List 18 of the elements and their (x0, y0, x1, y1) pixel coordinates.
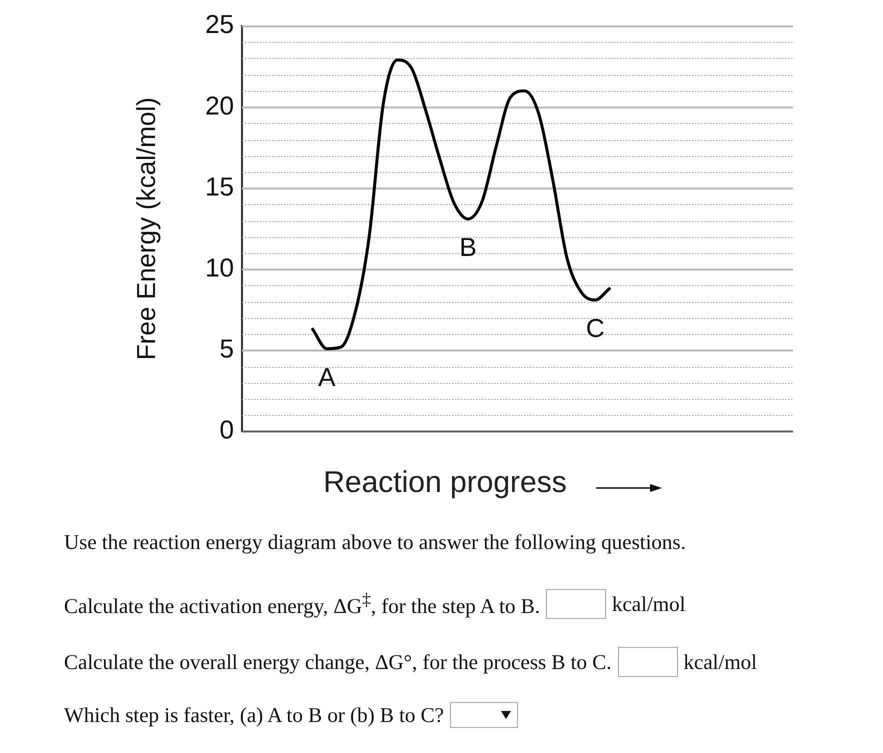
y-tick-label: 10 (205, 252, 234, 282)
text: kcal/mol (612, 592, 686, 616)
data-label: A (318, 362, 336, 392)
line-series (311, 58, 611, 350)
text: Use the reaction energy diagram above to answer the following questions. (64, 530, 686, 555)
y-axis-title: Free Energy (kcal/mol) (130, 97, 161, 360)
text: Calculate the activation energy, ΔG$^{‡}$, for the step A to B. (64, 589, 540, 619)
text: Calculate the overall energy change, ΔG°, for the process B to C. (64, 650, 612, 674)
data-label: C (586, 313, 605, 344)
y-tick-label: 15 (205, 171, 234, 202)
text: kcal/mol (684, 650, 757, 674)
y-tick-label: 20 (205, 90, 234, 120)
y-tick-label: 5 (220, 333, 234, 364)
y-tick-label: 0 (220, 414, 234, 445)
y-tick-label: 25 (205, 9, 234, 40)
data-label: B (459, 232, 477, 262)
text: Which step is faster, (a) A to B or (b) B to C? (64, 702, 444, 728)
x-axis-title: Reaction progress (322, 466, 568, 500)
